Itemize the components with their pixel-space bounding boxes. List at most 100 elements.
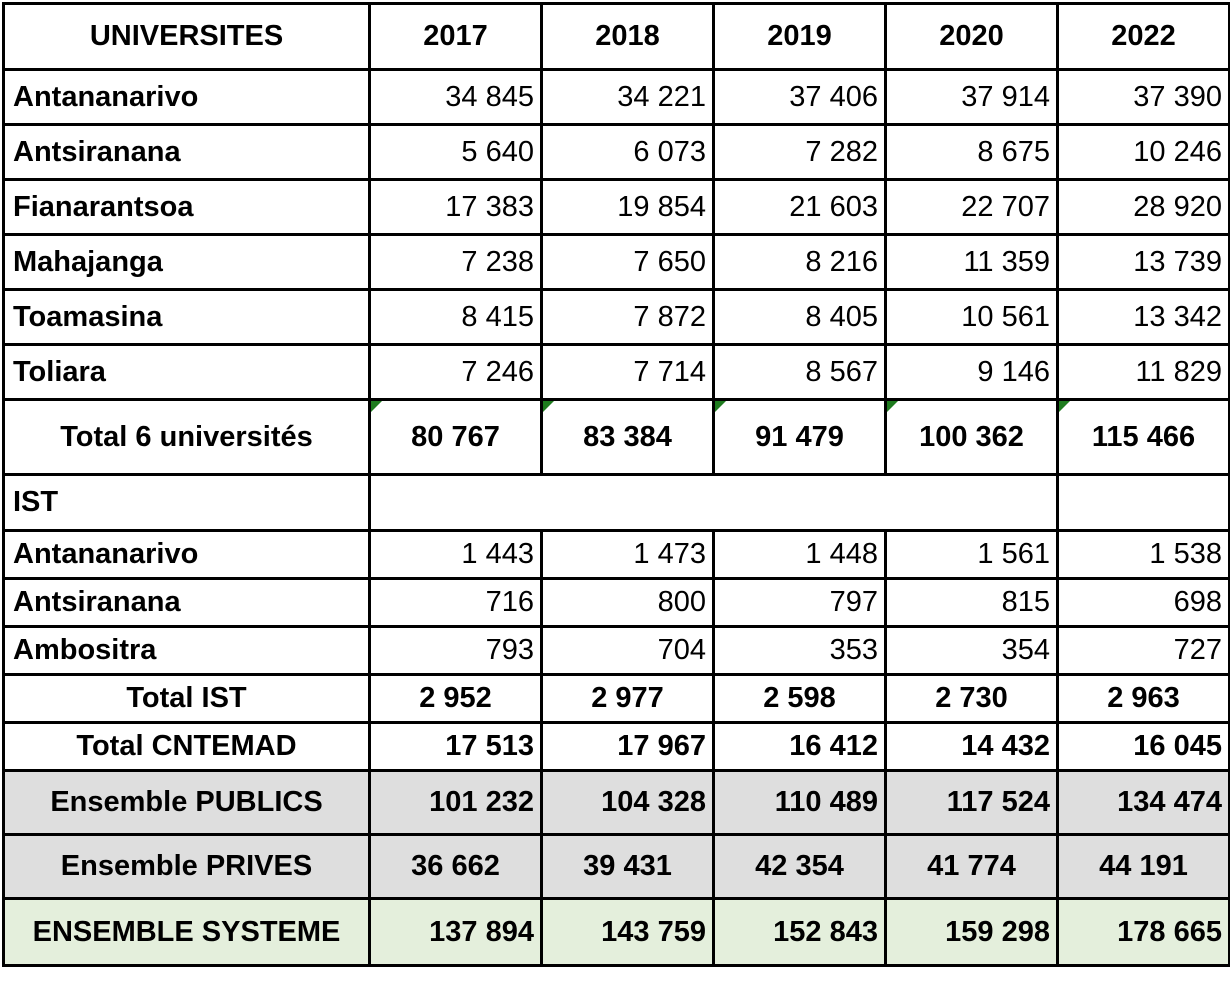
- cell-value: 1 473: [540, 529, 715, 580]
- table-row: Toliara 7 246 7 714 8 567 9 146 11 829: [2, 343, 1230, 401]
- total-cntemad-row: Total CNTEMAD 17 513 17 967 16 412 14 43…: [2, 721, 1230, 772]
- cell-value: 1 443: [368, 529, 543, 580]
- total-ist-row: Total IST 2 952 2 977 2 598 2 730 2 963: [2, 673, 1230, 724]
- cell-value: 704: [540, 625, 715, 676]
- row-label: Antsiranana: [2, 577, 371, 628]
- cell-value: 7 282: [712, 123, 887, 181]
- total-cell: 100 362: [884, 398, 1059, 476]
- cell-value: 34 845: [368, 68, 543, 126]
- row-label: Total IST: [2, 673, 371, 724]
- cell-value: 1 538: [1056, 529, 1230, 580]
- row-label: Ambositra: [2, 625, 371, 676]
- cell-value: 143 759: [540, 897, 715, 967]
- table-row: Ambositra 793 704 353 354 727: [2, 625, 1230, 676]
- cell-value: 21 603: [712, 178, 887, 236]
- cell-value: 13 342: [1056, 288, 1230, 346]
- cell-value: 28 920: [1056, 178, 1230, 236]
- cell-value: 41 774: [884, 833, 1059, 900]
- cell-value: 104 328: [540, 769, 715, 836]
- cell-value: 37 390: [1056, 68, 1230, 126]
- empty-cell: [1056, 473, 1230, 532]
- cell-value: 110 489: [712, 769, 887, 836]
- cell-value: 100 362: [919, 420, 1024, 453]
- cell-value: 115 466: [1091, 420, 1196, 453]
- year-header: 2022: [1056, 2, 1230, 71]
- cell-value: 13 739: [1056, 233, 1230, 291]
- total-cell: 115 466: [1056, 398, 1230, 476]
- cell-value: 11 829: [1056, 343, 1230, 401]
- row-label: Antananarivo: [2, 529, 371, 580]
- cell-value: 34 221: [540, 68, 715, 126]
- table-row: Toamasina 8 415 7 872 8 405 10 561 13 34…: [2, 288, 1230, 346]
- table-row: Antsiranana 716 800 797 815 698: [2, 577, 1230, 628]
- table-row: Antsiranana 5 640 6 073 7 282 8 675 10 2…: [2, 123, 1230, 181]
- cell-value: 9 146: [884, 343, 1059, 401]
- cell-value: 134 474: [1056, 769, 1230, 836]
- row-label: Total 6 universités: [2, 398, 371, 476]
- cell-value: 727: [1056, 625, 1230, 676]
- table-row: Mahajanga 7 238 7 650 8 216 11 359 13 73…: [2, 233, 1230, 291]
- cell-value: 7 872: [540, 288, 715, 346]
- cell-value: 137 894: [368, 897, 543, 967]
- ensemble-publics-row: Ensemble PUBLICS 101 232 104 328 110 489…: [2, 769, 1230, 836]
- cell-value: 117 524: [884, 769, 1059, 836]
- row-label: Ensemble PUBLICS: [2, 769, 371, 836]
- total-cell: 91 479: [712, 398, 887, 476]
- cell-value: 37 406: [712, 68, 887, 126]
- cell-value: 1 448: [712, 529, 887, 580]
- cell-value: 101 232: [368, 769, 543, 836]
- cell-value: 2 977: [540, 673, 715, 724]
- row-label: Total CNTEMAD: [2, 721, 371, 772]
- cell-marker-icon: [716, 402, 726, 412]
- cell-value: 815: [884, 577, 1059, 628]
- cell-value: 2 598: [712, 673, 887, 724]
- ist-section-row: IST: [2, 473, 1230, 532]
- row-label: ENSEMBLE SYSTEME: [2, 897, 371, 967]
- table-row: Fianarantsoa 17 383 19 854 21 603 22 707…: [2, 178, 1230, 236]
- section-label: IST: [2, 473, 371, 532]
- header-label: UNIVERSITES: [2, 2, 371, 71]
- cell-value: 37 914: [884, 68, 1059, 126]
- empty-merged-cell: [368, 473, 1059, 532]
- cell-value: 2 963: [1056, 673, 1230, 724]
- cell-marker-icon: [544, 402, 554, 412]
- cell-value: 39 431: [540, 833, 715, 900]
- cell-value: 8 415: [368, 288, 543, 346]
- row-label: Toliara: [2, 343, 371, 401]
- cell-value: 8 675: [884, 123, 1059, 181]
- cell-value: 354: [884, 625, 1059, 676]
- cell-value: 42 354: [712, 833, 887, 900]
- cell-value: 152 843: [712, 897, 887, 967]
- cell-marker-icon: [372, 402, 382, 412]
- ensemble-prives-row: Ensemble PRIVES 36 662 39 431 42 354 41 …: [2, 833, 1230, 900]
- cell-value: 7 246: [368, 343, 543, 401]
- cell-value: 698: [1056, 577, 1230, 628]
- cell-value: 5 640: [368, 123, 543, 181]
- year-header: 2020: [884, 2, 1059, 71]
- cell-value: 7 714: [540, 343, 715, 401]
- cell-value: 44 191: [1056, 833, 1230, 900]
- year-header: 2019: [712, 2, 887, 71]
- cell-value: 7 650: [540, 233, 715, 291]
- total-cell: 80 767: [368, 398, 543, 476]
- cell-value: 36 662: [368, 833, 543, 900]
- cell-value: 1 561: [884, 529, 1059, 580]
- cell-value: 8 405: [712, 288, 887, 346]
- cell-value: 10 246: [1056, 123, 1230, 181]
- cell-value: 716: [368, 577, 543, 628]
- cell-value: 2 952: [368, 673, 543, 724]
- cell-value: 800: [540, 577, 715, 628]
- cell-value: 793: [368, 625, 543, 676]
- cell-value: 7 238: [368, 233, 543, 291]
- cell-value: 14 432: [884, 721, 1059, 772]
- cell-value: 10 561: [884, 288, 1059, 346]
- cell-value: 19 854: [540, 178, 715, 236]
- cell-value: 91 479: [755, 420, 844, 453]
- table-row: Antananarivo 1 443 1 473 1 448 1 561 1 5…: [2, 529, 1230, 580]
- year-header: 2018: [540, 2, 715, 71]
- total-universities-row: Total 6 universités 80 767 83 384 91 479…: [2, 398, 1230, 476]
- cell-value: 16 045: [1056, 721, 1230, 772]
- cell-value: 353: [712, 625, 887, 676]
- cell-value: 797: [712, 577, 887, 628]
- cell-value: 80 767: [411, 420, 500, 453]
